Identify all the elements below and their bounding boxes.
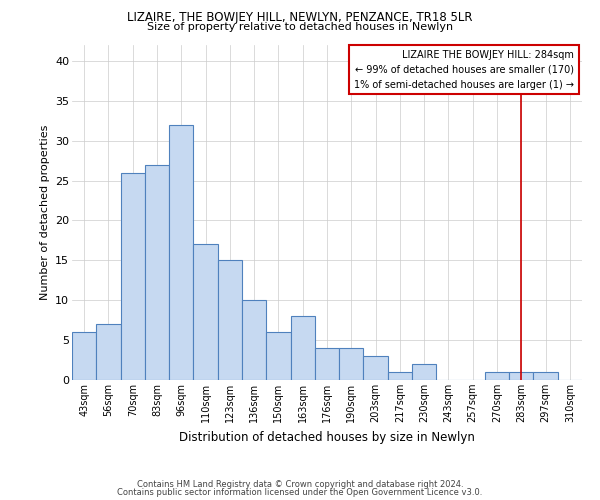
Bar [218, 260, 242, 380]
Bar [412, 364, 436, 380]
Text: Contains public sector information licensed under the Open Government Licence v3: Contains public sector information licen… [118, 488, 482, 497]
Bar [169, 125, 193, 380]
Bar [242, 300, 266, 380]
Text: Contains HM Land Registry data © Crown copyright and database right 2024.: Contains HM Land Registry data © Crown c… [137, 480, 463, 489]
X-axis label: Distribution of detached houses by size in Newlyn: Distribution of detached houses by size … [179, 430, 475, 444]
Text: LIZAIRE THE BOWJEY HILL: 284sqm
← 99% of detached houses are smaller (170)
1% of: LIZAIRE THE BOWJEY HILL: 284sqm ← 99% of… [355, 50, 574, 90]
Bar [485, 372, 509, 380]
Bar [315, 348, 339, 380]
Bar [364, 356, 388, 380]
Y-axis label: Number of detached properties: Number of detached properties [40, 125, 50, 300]
Bar [388, 372, 412, 380]
Bar [96, 324, 121, 380]
Bar [339, 348, 364, 380]
Bar [121, 172, 145, 380]
Bar [290, 316, 315, 380]
Text: Size of property relative to detached houses in Newlyn: Size of property relative to detached ho… [147, 22, 453, 32]
Bar [533, 372, 558, 380]
Text: LIZAIRE, THE BOWJEY HILL, NEWLYN, PENZANCE, TR18 5LR: LIZAIRE, THE BOWJEY HILL, NEWLYN, PENZAN… [127, 11, 473, 24]
Bar [509, 372, 533, 380]
Bar [145, 164, 169, 380]
Bar [193, 244, 218, 380]
Bar [72, 332, 96, 380]
Bar [266, 332, 290, 380]
